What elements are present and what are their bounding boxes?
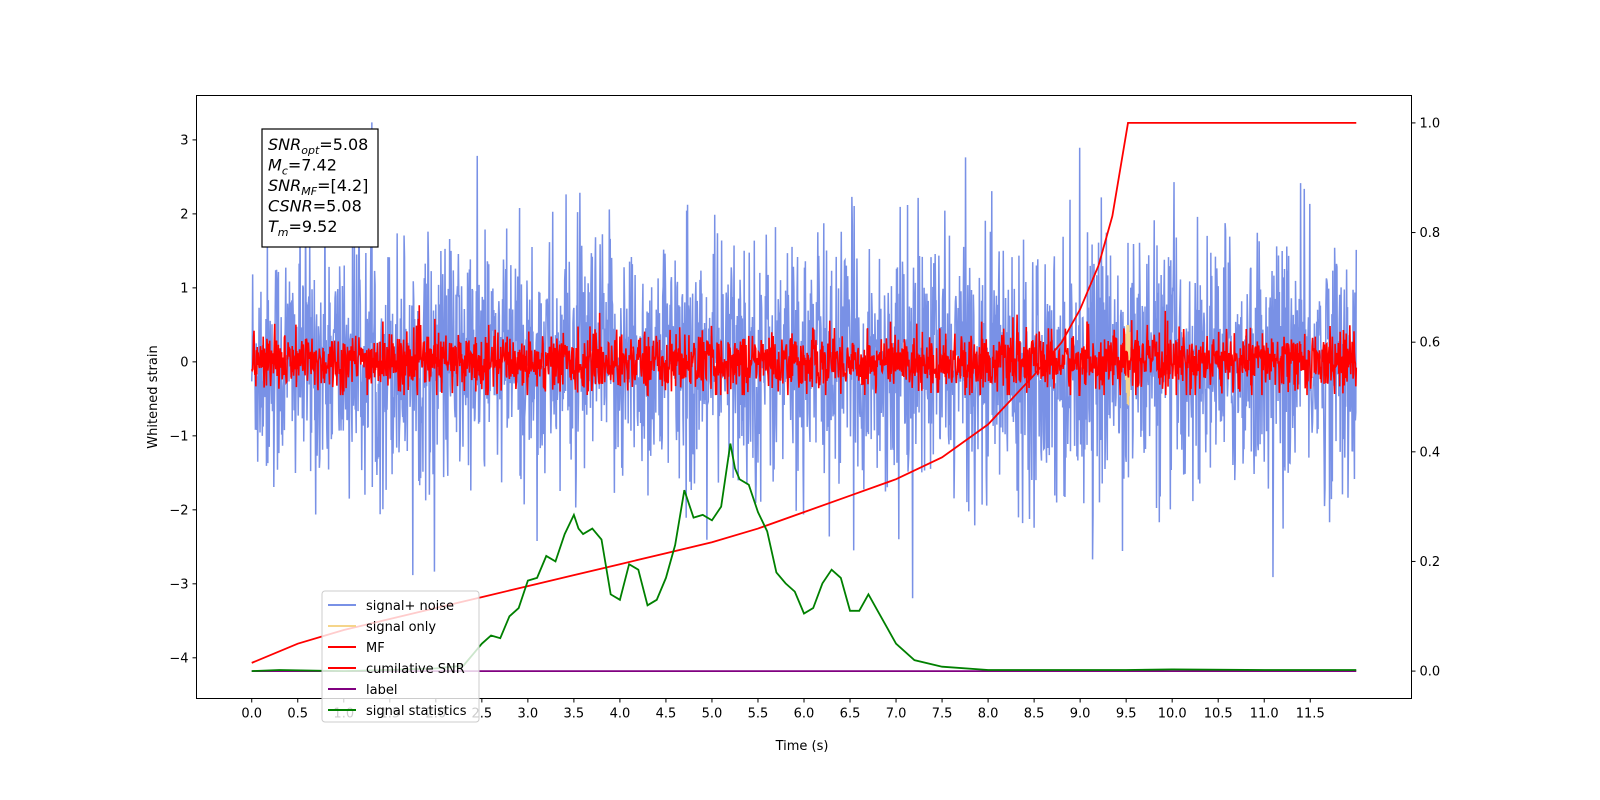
y2-tick-label: 1.0 (1420, 116, 1441, 131)
x-tick-label: 8.5 (1024, 707, 1045, 722)
y2-tick-label: 0.0 (1420, 665, 1441, 680)
y2-tick-label: 0.2 (1420, 555, 1441, 570)
y-tick-label: 0 (180, 355, 188, 370)
legend-entry-label: cumilative SNR (366, 662, 465, 677)
x-tick-label: 5.0 (702, 707, 723, 722)
y-tick-label: 1 (180, 281, 188, 296)
y-tick-label: −1 (169, 429, 188, 444)
x-tick-label: 4.0 (610, 707, 631, 722)
stats-line: Tm=9.52 (268, 217, 338, 239)
y-tick-label: 2 (180, 207, 188, 222)
series-signal-noise-line (250, 122, 1358, 599)
x-tick-label: 8.0 (978, 707, 999, 722)
x-tick-label: 7.5 (932, 707, 953, 722)
y-axis-label: Whitened strain (146, 345, 161, 448)
x-tick-label: 10.5 (1204, 707, 1233, 722)
x-axis-label: Time (s) (775, 739, 829, 754)
x-tick-label: 4.5 (656, 707, 677, 722)
legend-frame (321, 590, 480, 723)
series-mf-line (250, 305, 1358, 397)
y-tick-label: −3 (169, 577, 188, 592)
legend-entry-label: MF (366, 641, 385, 656)
legend-entry-label: signal statistics (366, 704, 467, 719)
x-tick-label: 11.5 (1296, 707, 1325, 722)
y-tick-label: −4 (169, 651, 188, 666)
x-tick-label: 6.5 (840, 707, 861, 722)
y2-tick-label: 0.4 (1420, 445, 1441, 460)
x-tick-label: 11.0 (1250, 707, 1279, 722)
x-tick-label: 3.0 (518, 707, 539, 722)
x-tick-label: 9.5 (1116, 707, 1137, 722)
series-signal-statistics-line (251, 443, 1357, 672)
y-axis-left: 3 2 1 0 −1 −2 −3 −4 (169, 133, 197, 666)
x-tick-label: 0.0 (241, 707, 262, 722)
legend-entry-label: signal+ noise (366, 599, 454, 614)
stats-annotation-box: SNRopt=5.08Mc=7.42SNRMF=[4.2]CSNR=5.08Tm… (261, 128, 379, 248)
stats-line: CSNR=5.08 (268, 197, 362, 216)
x-tick-label: 5.5 (748, 707, 769, 722)
x-tick-label: 10.0 (1158, 707, 1187, 722)
legend-entry-label: signal only (366, 620, 436, 635)
x-tick-label: 3.5 (564, 707, 585, 722)
y-axis-right: 1.0 0.8 0.6 0.4 0.2 0.0 (1411, 116, 1441, 680)
noise-layer (250, 122, 1358, 599)
stats-line: SNRMF=[4.2] (268, 176, 368, 198)
y2-tick-label: 0.6 (1420, 336, 1441, 351)
stats-line: SNRopt=5.08 (268, 135, 368, 157)
y-tick-label: −2 (169, 503, 188, 518)
y2-tick-label: 0.8 (1420, 226, 1441, 241)
x-tick-label: 6.0 (794, 707, 815, 722)
legend: signal+ noise signal only MF cumilative SNR… (321, 590, 480, 723)
x-tick-label: 0.5 (287, 707, 308, 722)
stats-line: Mc=7.42 (268, 156, 337, 178)
stats-box-frame (261, 128, 379, 248)
legend-entry-label: label (366, 683, 397, 698)
x-tick-label: 9.0 (1070, 707, 1091, 722)
y-tick-label: 3 (180, 133, 188, 148)
x-tick-label: 7.0 (886, 707, 907, 722)
